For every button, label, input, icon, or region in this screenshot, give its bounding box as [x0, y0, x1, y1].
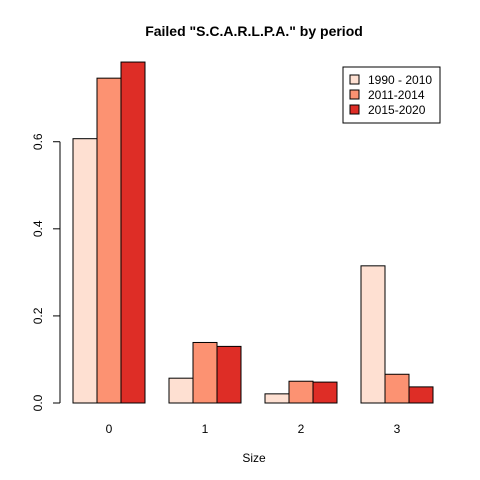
x-tick-label: 0 — [106, 422, 113, 436]
legend-label: 1990 - 2010 — [368, 73, 432, 87]
x-tick-labels: 0 1 2 3 — [106, 422, 401, 436]
x-tick-label: 2 — [298, 422, 305, 436]
bar-0-2 — [96, 77, 122, 404]
y-tick-label: 0.4 — [31, 220, 45, 237]
bar-3-1 — [360, 265, 386, 404]
chart-title: Failed "S.C.A.R.L.P.A." by period — [145, 23, 363, 39]
legend-label: 2011-2014 — [368, 88, 425, 102]
x-axis-title: Size — [242, 451, 266, 465]
bar-2-3 — [312, 381, 338, 404]
bar-0-3 — [120, 61, 146, 404]
legend-swatch — [349, 74, 360, 85]
x-tick-label: 3 — [394, 422, 401, 436]
bar-0-1 — [72, 138, 98, 404]
x-tick-label: 1 — [202, 422, 209, 436]
bar-3-3 — [408, 386, 434, 404]
legend-swatch — [349, 89, 360, 100]
y-tick-label: 0.6 — [31, 133, 45, 150]
bar-1-3 — [216, 345, 242, 404]
y-tick-label: 0.0 — [31, 394, 45, 411]
bars-group — [72, 61, 434, 404]
bar-2-2 — [288, 380, 314, 404]
bar-1-2 — [192, 341, 218, 404]
bar-3-2 — [384, 373, 410, 404]
legend-swatch — [349, 104, 360, 115]
bar-1-1 — [168, 377, 194, 404]
y-axis: 0.0 0.2 0.4 0.6 — [31, 133, 61, 411]
legend-label: 2015-2020 — [368, 103, 426, 117]
bar-2-1 — [264, 393, 290, 404]
y-tick-label: 0.2 — [31, 307, 45, 324]
